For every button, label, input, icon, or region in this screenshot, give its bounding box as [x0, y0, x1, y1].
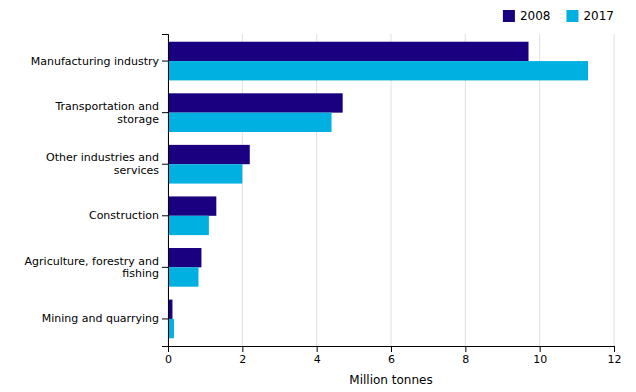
y-tick-label-line: Transportation and [54, 100, 159, 113]
bar [168, 113, 332, 132]
x-axis: 0 2 4 6 8 10 12 [165, 346, 622, 366]
bar-series [168, 61, 588, 338]
legend-swatch [503, 10, 515, 22]
bar [168, 267, 198, 286]
x-tick-mark [391, 346, 392, 352]
grid-line [316, 34, 317, 346]
grid-line [539, 34, 540, 346]
y-tick-mark [162, 61, 168, 62]
x-tick: 8 [462, 346, 469, 366]
bar [168, 42, 529, 61]
y-tick-label: Manufacturing industry [31, 55, 160, 68]
bar [168, 145, 250, 164]
legend-label: 2008 [520, 9, 551, 23]
grid-line [242, 34, 243, 346]
bar [168, 164, 242, 183]
bar-series [168, 42, 529, 319]
y-tick-mark [162, 267, 168, 268]
x-tick-label: 12 [608, 353, 622, 366]
x-tick-mark [317, 346, 318, 352]
y-tick-label: Mining and quarrying [42, 312, 159, 325]
y-tick-label-line: Agriculture, forestry and [25, 255, 159, 268]
x-tick: 6 [388, 346, 395, 366]
y-tick-label-line: Construction [89, 209, 159, 222]
y-tick-label-line: fishing [122, 267, 159, 280]
x-tick-label: 2 [239, 353, 246, 366]
y-tick-mark [162, 112, 168, 113]
y-tick: Transportation andstorage [54, 100, 168, 126]
legend-item: 2008 [503, 9, 551, 23]
y-tick-label: Agriculture, forestry andfishing [25, 255, 159, 281]
legend: 2008 2017 [503, 9, 614, 23]
y-tick-label: Transportation andstorage [54, 100, 159, 126]
x-tick-label: 6 [388, 353, 395, 366]
legend-item: 2017 [566, 9, 614, 23]
y-tick: Construction [89, 209, 168, 222]
chart: 0 2 4 6 8 10 12 Manufacturing industry Transport… [0, 0, 636, 392]
y-tick: Mining and quarrying [42, 312, 168, 325]
grid-line [391, 34, 392, 346]
grid [168, 34, 614, 346]
y-axis-line [162, 35, 169, 347]
y-tick-label-line: Manufacturing industry [31, 55, 160, 68]
y-tick: Agriculture, forestry andfishing [25, 255, 168, 281]
grid-line [465, 34, 466, 346]
x-tick-label: 10 [533, 353, 547, 366]
y-tick-mark [162, 164, 168, 165]
y-tick-mark [162, 215, 168, 216]
y-axis: Manufacturing industry Transportation and… [25, 35, 169, 347]
y-tick-label-line: storage [117, 112, 159, 125]
bar [168, 248, 201, 267]
legend-label: 2017 [583, 9, 614, 23]
x-axis-line [169, 347, 615, 353]
x-tick-mark [465, 346, 466, 352]
bar [168, 93, 343, 112]
y-tick-label-line: services [114, 164, 159, 177]
x-tick: 0 [165, 346, 172, 366]
x-tick-mark [242, 346, 243, 352]
x-tick: 4 [314, 346, 321, 366]
x-tick-mark [540, 346, 541, 352]
bar [168, 61, 588, 80]
y-tick: Other industries andservices [46, 151, 168, 177]
plot: 0 2 4 6 8 10 12 Manufacturing industry Transport… [25, 34, 622, 366]
legend-swatch [566, 10, 578, 22]
y-tick-label: Construction [89, 209, 159, 222]
x-tick-mark [614, 346, 615, 352]
x-tick: 10 [533, 346, 547, 366]
x-tick-label: 4 [314, 353, 321, 366]
bar [168, 196, 216, 215]
bar [168, 216, 209, 235]
x-tick-label: 8 [462, 353, 469, 366]
y-tick: Manufacturing industry [31, 55, 168, 68]
x-tick-label: 0 [165, 353, 172, 366]
y-tick-label: Other industries andservices [46, 151, 159, 177]
y-tick-label-line: Other industries and [46, 151, 159, 164]
bars [168, 42, 588, 339]
grid-line [614, 34, 615, 346]
x-tick: 2 [239, 346, 246, 366]
x-axis-title: Million tonnes [349, 373, 432, 387]
y-tick-mark [162, 318, 168, 319]
x-tick: 12 [608, 346, 622, 366]
y-tick-label-line: Mining and quarrying [42, 312, 159, 325]
